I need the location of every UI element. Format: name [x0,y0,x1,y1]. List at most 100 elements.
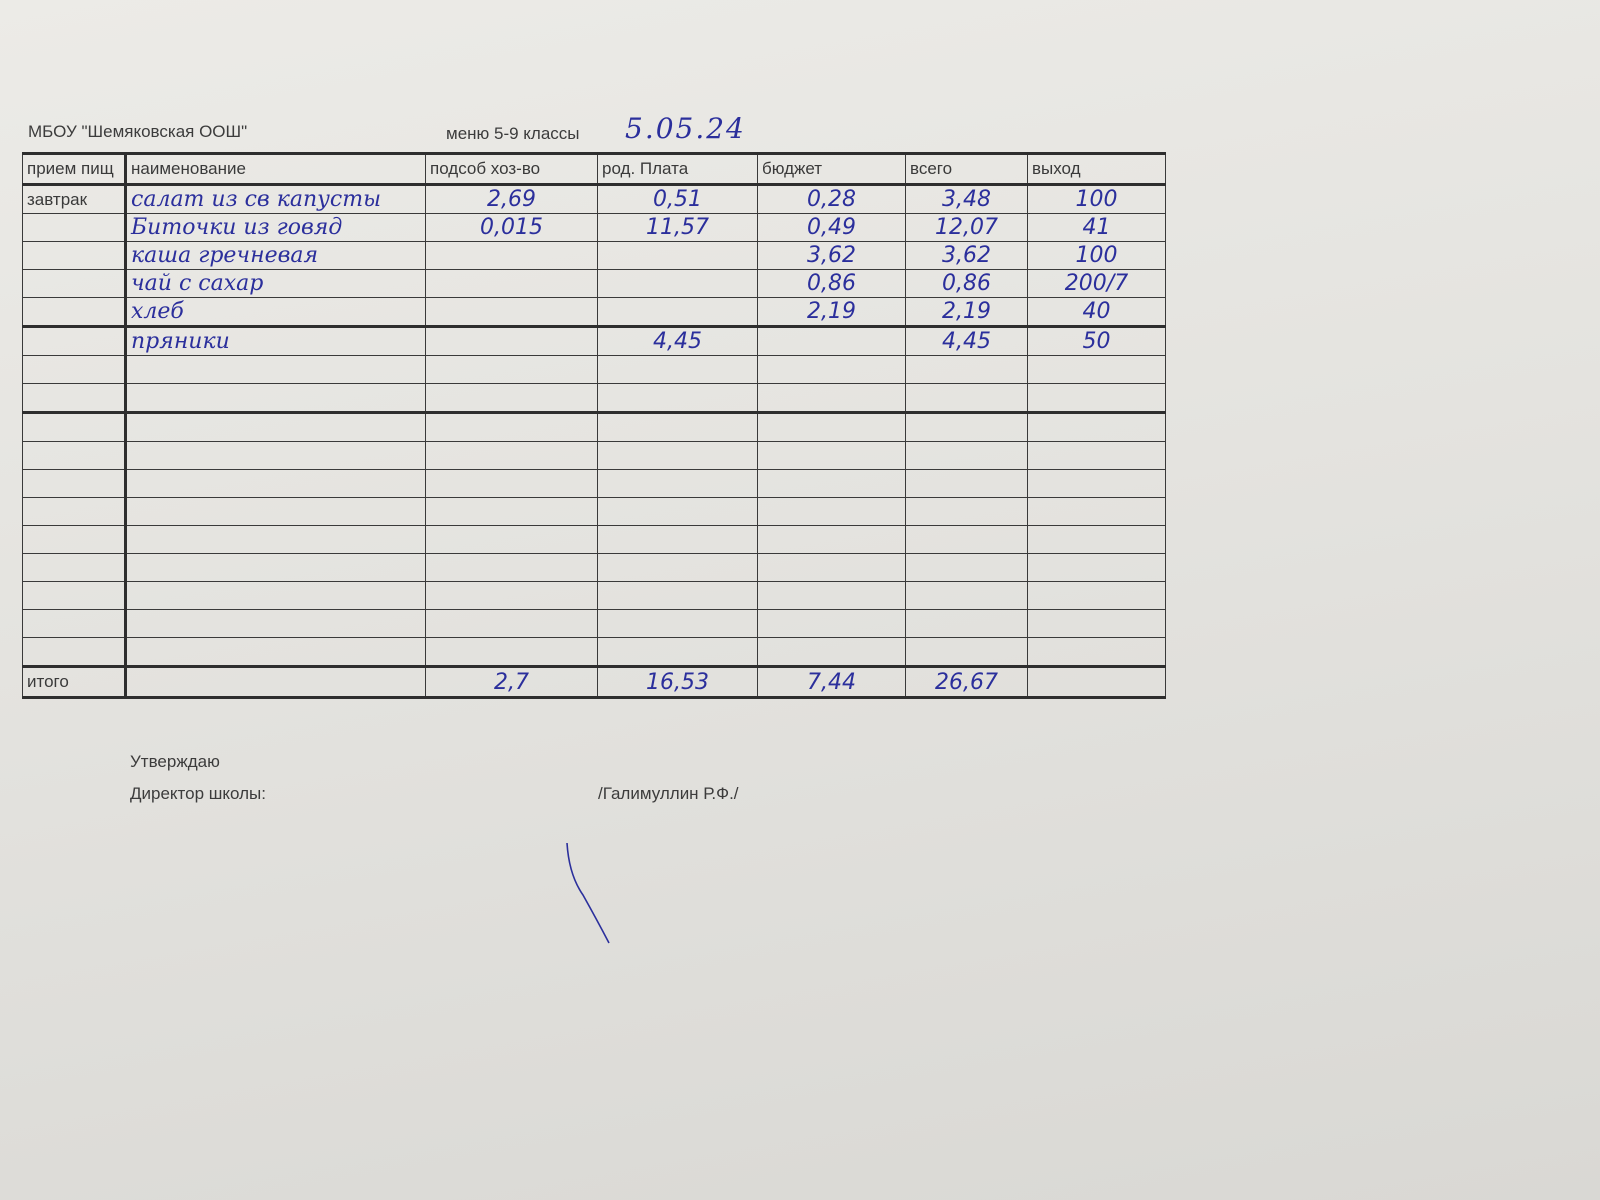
cell-subsidiary-farm [425,411,598,442]
cell-parent-fee: 11,57 [597,213,758,242]
cell-total: 0,86 [905,269,1028,298]
cell-total [905,525,1028,554]
cell-meal [22,297,127,327]
cell-subsidiary-farm: 2,7 [425,665,598,699]
table-row: чай с сахар 0,86 0,86 200/7 [22,269,1166,298]
cell-meal [22,553,127,582]
cell-parent-fee: 16,53 [597,665,758,699]
cell-budget [757,609,906,638]
cell-subsidiary-farm: 0,015 [425,213,598,242]
cell-parent-fee [597,383,758,413]
cell-item-name: салат из св капусты [125,184,426,214]
table-row: каша гречневая 3,62 3,62 100 [22,241,1166,270]
cell-parent-fee [597,411,758,442]
cell-subsidiary-farm [425,581,598,610]
cell-subsidiary-farm [425,497,598,526]
cell-yield: 41 [1027,213,1166,242]
cell-yield [1027,553,1166,582]
cell-item-name [125,355,426,384]
cell-budget: 0,49 [757,213,906,242]
cell-subsidiary-farm [425,609,598,638]
cell-parent-fee [597,441,758,470]
cell-total [905,581,1028,610]
cell-item-name [125,383,426,413]
table-row [22,581,1166,610]
cell-meal [22,355,127,384]
director-label: Директор школы: [130,784,266,803]
cell-subsidiary-farm [425,553,598,582]
header-meal: прием пищ [22,152,127,186]
cell-budget [757,441,906,470]
cell-total [905,637,1028,667]
cell-total: 12,07 [905,213,1028,242]
cell-yield: 40 [1027,297,1166,327]
cell-total [905,553,1028,582]
cell-meal [22,581,127,610]
cell-meal [22,213,127,242]
cell-item-name [125,553,426,582]
cell-total: 3,62 [905,241,1028,270]
cell-budget [757,637,906,667]
cell-item-name [125,525,426,554]
cell-meal [22,411,127,442]
cell-budget: 0,86 [757,269,906,298]
cell-item-name [125,665,426,699]
cell-meal [22,525,127,554]
cell-total [905,469,1028,498]
cell-total [905,383,1028,413]
cell-yield [1027,609,1166,638]
cell-parent-fee [597,469,758,498]
cell-parent-fee [597,525,758,554]
cell-budget [757,411,906,442]
cell-budget [757,469,906,498]
cell-yield [1027,497,1166,526]
cell-yield [1027,441,1166,470]
table-row [22,637,1166,667]
table-row: хлеб 2,19 2,19 40 [22,297,1166,327]
cell-meal: завтрак [22,184,127,214]
cell-parent-fee [597,241,758,270]
header-total: всего [905,152,1028,186]
cell-parent-fee [597,581,758,610]
cell-parent-fee [597,355,758,384]
cell-total [905,609,1028,638]
cell-budget: 2,19 [757,297,906,327]
cell-yield [1027,383,1166,413]
cell-subsidiary-farm: 2,69 [425,184,598,214]
cell-yield: 50 [1027,325,1166,356]
cell-subsidiary-farm [425,469,598,498]
cell-item-name [125,411,426,442]
cell-item-name [125,441,426,470]
cell-yield [1027,665,1166,699]
cell-yield [1027,469,1166,498]
cell-subsidiary-farm [425,441,598,470]
cell-budget [757,325,906,356]
cell-budget: 3,62 [757,241,906,270]
cell-budget: 0,28 [757,184,906,214]
cell-item-name [125,637,426,667]
cell-parent-fee [597,269,758,298]
cell-total: 26,67 [905,665,1028,699]
table-row [22,411,1166,442]
cell-item-name [125,469,426,498]
table-row: пряники 4,45 4,45 50 [22,325,1166,356]
table-header-row: прием пищ наименование подсоб хоз-во род. П… [22,152,1166,186]
cell-yield [1027,355,1166,384]
cell-parent-fee [597,637,758,667]
cell-parent-fee [597,553,758,582]
cell-item-name: Биточки из говяд [125,213,426,242]
cell-total [905,441,1028,470]
cell-budget [757,525,906,554]
cell-meal [22,441,127,470]
cell-yield: 200/7 [1027,269,1166,298]
cell-meal [22,269,127,298]
cell-parent-fee [597,609,758,638]
cell-total [905,497,1028,526]
cell-yield [1027,525,1166,554]
table-row [22,525,1166,554]
cell-parent-fee: 0,51 [597,184,758,214]
cell-yield: 100 [1027,241,1166,270]
cell-meal [22,469,127,498]
cell-total [905,355,1028,384]
cell-budget [757,383,906,413]
